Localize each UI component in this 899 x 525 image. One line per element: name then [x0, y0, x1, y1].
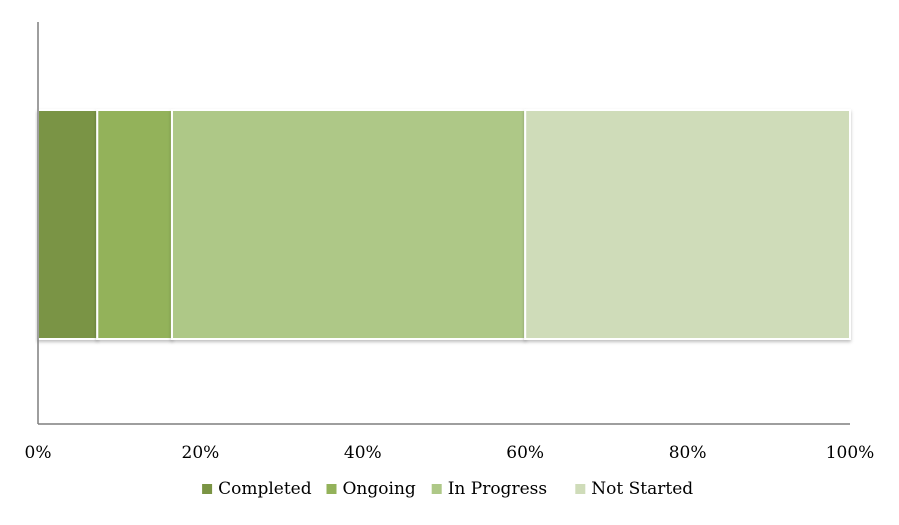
bar-segment-completed: [37, 109, 99, 340]
x-tick-label: 100%: [826, 443, 875, 463]
legend: Completed Ongoing In Progress Not Started: [202, 479, 693, 499]
legend-swatch-completed: [202, 484, 213, 494]
legend-swatch-in-progress: [431, 484, 442, 494]
x-tick-label: 80%: [669, 443, 707, 463]
legend-label-completed: Completed: [218, 479, 312, 499]
axes-layer: [37, 22, 850, 425]
bar-segment-not-started: [524, 109, 851, 340]
legend-swatch-not-started: [575, 484, 586, 494]
x-tick-label: 0%: [25, 443, 52, 463]
x-tick-label: 60%: [506, 443, 544, 463]
legend-label-ongoing: Ongoing: [343, 479, 416, 499]
x-tick-label: 20%: [182, 443, 220, 463]
bar-segment-ongoing: [96, 109, 173, 340]
x-tick-labels: 0% 20% 40% 60% 80% 100%: [25, 443, 875, 463]
bar-segment-in-progress: [170, 109, 527, 340]
x-tick-label: 40%: [344, 443, 382, 463]
legend-label-not-started: Not Started: [591, 479, 693, 499]
bars-layer: [37, 109, 851, 340]
legend-label-in-progress: In Progress: [448, 479, 547, 499]
legend-swatch-ongoing: [326, 484, 337, 494]
